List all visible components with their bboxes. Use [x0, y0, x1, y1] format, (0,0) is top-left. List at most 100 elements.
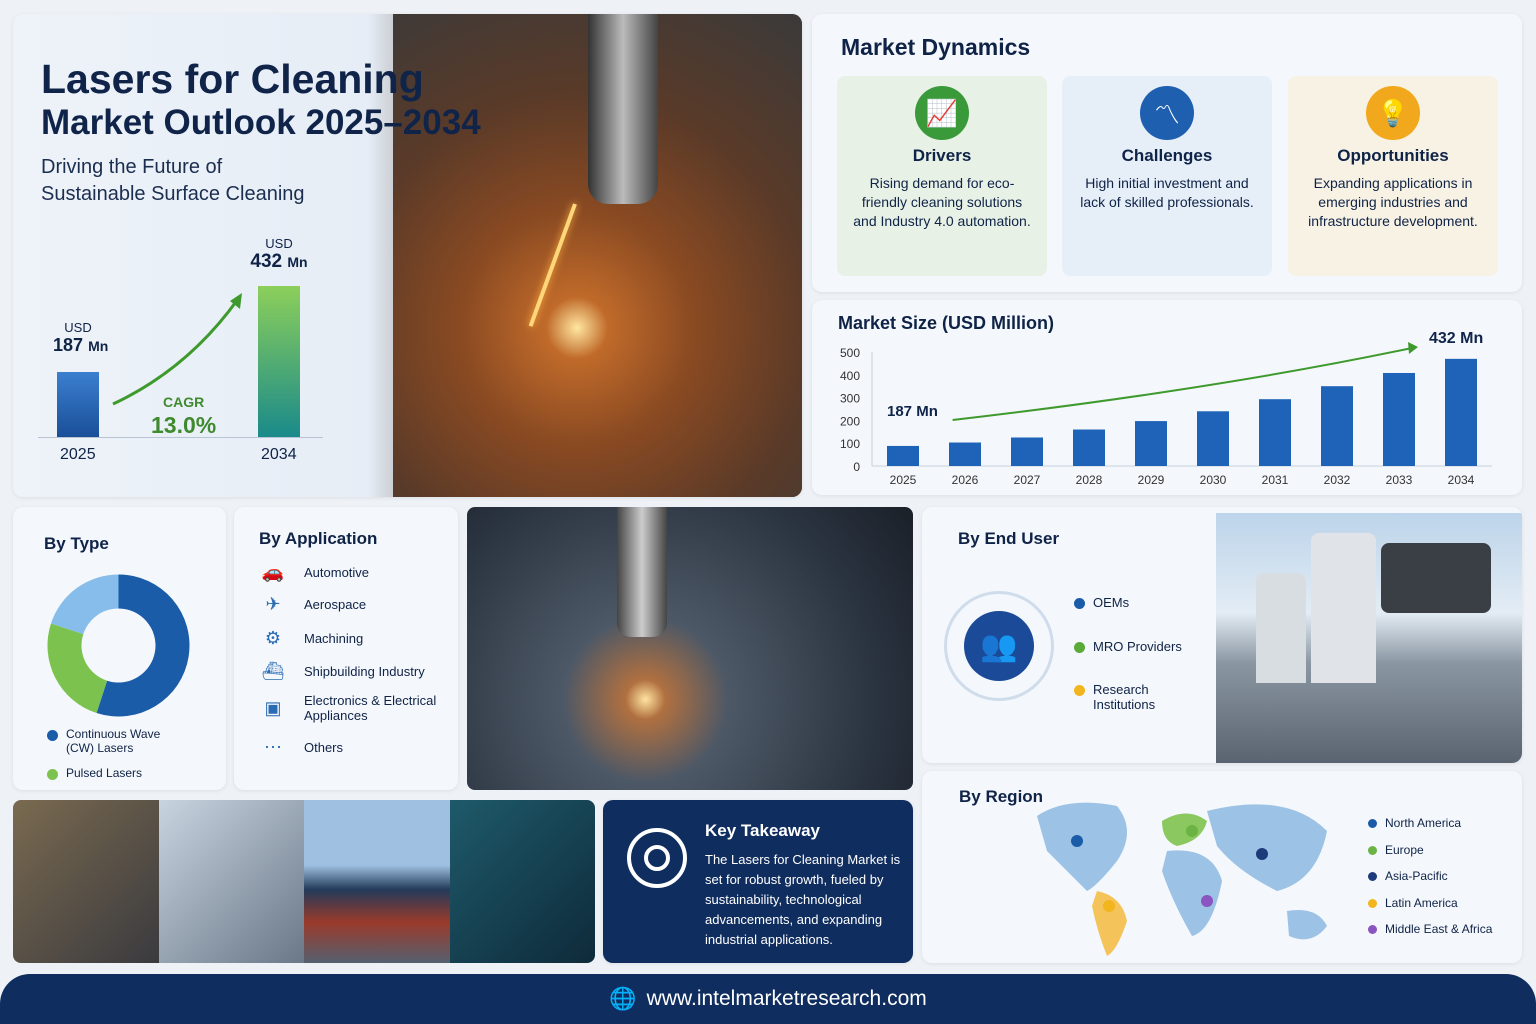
target-icon: [627, 828, 687, 888]
chart-title: Market Size (USD Million): [838, 313, 1055, 333]
opportunities-card: 💡 Opportunities Expanding applications in…: [1288, 76, 1498, 276]
globe-icon: 🌐: [609, 986, 637, 1011]
footer: 🌐 www.intelmarketresearch.com: [0, 974, 1536, 1024]
region-legend-item: Europe: [1368, 843, 1424, 857]
application-item: ⛴ Shipbuilding Industry: [258, 661, 444, 682]
x-tick-label: 2030: [1200, 473, 1227, 487]
more-icon: ⋯: [264, 737, 282, 757]
start-value: USD 187 Mn: [53, 320, 109, 355]
by-region-panel: By Region North America Europe Asia-Pacifi…: [922, 771, 1522, 963]
laser-unit: [1381, 543, 1491, 613]
section-title: By Type: [44, 534, 109, 553]
start-annotation: 187 Mn: [887, 403, 938, 420]
bar-2031: [1259, 399, 1291, 466]
application-item: 🚗 Automotive: [258, 562, 444, 583]
legend-cw: Continuous Wave (CW) Lasers: [47, 727, 176, 755]
bar-2034: [1445, 358, 1477, 466]
cagr-label: CAGR: [163, 394, 205, 410]
x-tick-label: 2034: [1448, 473, 1475, 487]
cooling-tower: [1256, 573, 1306, 683]
hero-panel: Lasers for Cleaning Market Outlook 2025–…: [13, 14, 802, 497]
bar-2027: [1011, 437, 1043, 466]
end-annotation: 432 Mn: [1429, 330, 1483, 347]
car-icon: 🚗: [261, 562, 285, 582]
x-tick-label: 2033: [1386, 473, 1413, 487]
y-tick-label: 100: [840, 437, 860, 451]
section-title: By Application: [259, 529, 378, 548]
by-end-user-panel: By End User 👥 OEMs MRO Providers Researc…: [922, 507, 1522, 763]
donut-slice-2: [50, 574, 119, 635]
trend-arrow: [952, 347, 1413, 421]
y-tick-label: 500: [840, 346, 860, 360]
lightbulb-icon: 💡: [1366, 86, 1420, 140]
legend-mro: MRO Providers: [1074, 639, 1182, 654]
y-tick-label: 0: [853, 460, 860, 474]
ship-icon: ⛴: [261, 661, 285, 681]
page-title: Lasers for Cleaning Market Outlook 2025–…: [41, 56, 481, 142]
start-year: 2025: [60, 446, 96, 463]
automotive-photo: [13, 800, 159, 963]
cooling-tower: [1311, 533, 1376, 683]
end-value: USD 432 Mn: [250, 236, 308, 272]
section-title: By Region: [959, 787, 1044, 806]
donut-slice-1: [47, 623, 108, 714]
shipbuilding-photo: [304, 800, 450, 963]
bar-2030: [1197, 411, 1229, 466]
region-legend-item: Latin America: [1368, 896, 1458, 910]
world-map: [1037, 802, 1327, 956]
legend-research: Research Institutions: [1074, 682, 1183, 712]
x-tick-label: 2029: [1138, 473, 1165, 487]
type-donut-chart: [47, 574, 190, 717]
bar-2028: [1073, 429, 1105, 466]
y-tick-label: 200: [840, 414, 860, 428]
end-user-ring: [944, 591, 1054, 701]
industry-photos-strip: [13, 800, 595, 963]
legend-pulsed: Pulsed Lasers: [47, 766, 142, 780]
map-pin-asia-pacific: [1256, 848, 1268, 860]
key-takeaway-panel: Key Takeaway The Lasers for Cleaning Mar…: [603, 800, 913, 963]
laser-head: [617, 507, 667, 637]
airplane-icon: ✈: [265, 594, 281, 614]
map-pin-europe: [1186, 825, 1198, 837]
start-bar: [57, 372, 99, 437]
by-type-panel: By Type Continuous Wave (CW) Lasers Puls…: [13, 507, 226, 790]
x-tick-label: 2032: [1324, 473, 1351, 487]
growth-arrow: [112, 293, 242, 406]
end-bar: [258, 286, 300, 437]
power-plant-photo: [1216, 513, 1522, 763]
growth-chart-icon: 📈: [915, 86, 969, 140]
x-tick-label: 2031: [1262, 473, 1289, 487]
section-title: Key Takeaway: [705, 821, 820, 840]
map-pin-north-america: [1071, 835, 1083, 847]
page-subtitle: Driving the Future of Sustainable Surfac…: [41, 156, 305, 205]
bar-2033: [1383, 372, 1415, 466]
users-icon: 👥: [964, 611, 1034, 681]
application-item: ⚙ Machining: [258, 628, 444, 649]
by-application-panel: By Application 🚗 Automotive ✈ Aerospace ⚙ Mac…: [234, 507, 458, 790]
website-link[interactable]: www.intelmarketresearch.com: [646, 987, 927, 1010]
section-title: By End User: [958, 529, 1060, 548]
map-pin-latin-america: [1103, 900, 1115, 912]
aerospace-photo: [158, 800, 304, 963]
section-title: Market Dynamics: [841, 34, 1031, 60]
application-item: ▣ Electronics & Electrical Appliances: [258, 693, 444, 723]
bar-2025: [887, 445, 919, 466]
drivers-card: 📈 Drivers Rising demand for eco-friendly …: [837, 76, 1047, 276]
x-tick-label: 2026: [952, 473, 979, 487]
laser-machining-photo: [467, 507, 913, 790]
market-dynamics-panel: Market Dynamics 📈 Drivers Rising demand f…: [812, 14, 1522, 292]
x-tick-label: 2027: [1014, 473, 1041, 487]
market-size-bar-chart: 0 100 200 300 400 500 2025 2026 2027 2028 2029 2030…: [840, 330, 1492, 487]
market-size-panel: Market Size (USD Million) 0 100 200 300 400 5…: [812, 300, 1522, 495]
cagr-value: 13.0%: [151, 412, 217, 438]
challenges-card: 〽 Challenges High initial investment and …: [1062, 76, 1272, 276]
chip-icon: ▣: [264, 697, 282, 718]
baseline: [38, 437, 323, 438]
region-legend-item: North America: [1368, 816, 1461, 830]
y-tick-label: 300: [840, 392, 860, 406]
takeaway-text: The Lasers for Cleaning Market is set fo…: [705, 852, 901, 947]
x-tick-label: 2028: [1076, 473, 1103, 487]
region-legend-item: Asia-Pacific: [1368, 869, 1448, 883]
electronics-photo: [449, 800, 595, 963]
end-year: 2034: [261, 446, 297, 463]
